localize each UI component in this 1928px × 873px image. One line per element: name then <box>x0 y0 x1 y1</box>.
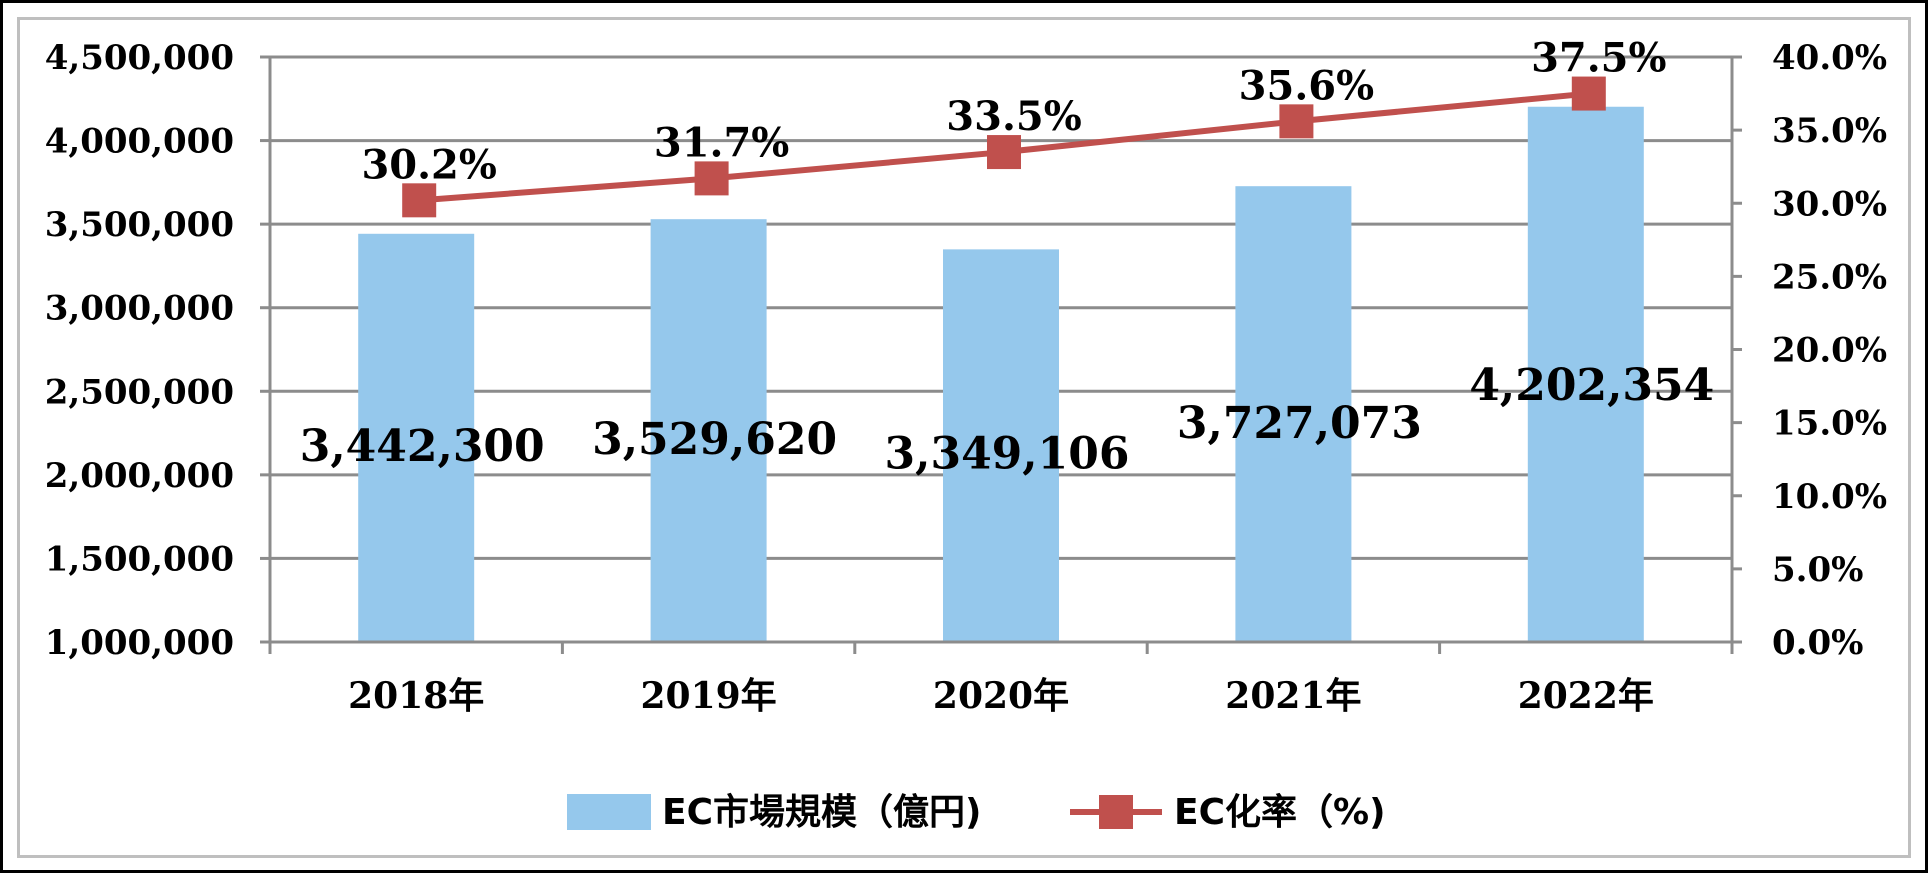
axes <box>260 55 1742 654</box>
bar <box>1235 186 1352 643</box>
left-axis-tick-label: 2,000,000 <box>45 456 234 496</box>
line-data-labels: 30.2% 31.7% 33.5% 35.6% 37.5% <box>361 35 1666 189</box>
line-data-label: 33.5% <box>946 93 1081 140</box>
bar <box>358 233 475 643</box>
right-axis-tick-label: 35.0% <box>1772 111 1887 151</box>
right-axis-tick-label: 25.0% <box>1772 257 1887 297</box>
legend-swatch-marker <box>1099 795 1133 829</box>
line-data-label: 31.7% <box>654 119 789 166</box>
bar-data-label: 4,202,354 <box>1469 360 1714 411</box>
chart-area-border <box>17 17 1911 858</box>
x-axis-tick-label: 2019年 <box>640 675 776 717</box>
right-axis-tick-label: 40.0% <box>1772 38 1887 78</box>
line-marker <box>1279 104 1314 139</box>
x-axis-tick-label: 2022年 <box>1518 675 1654 717</box>
left-axis-tick-label: 4,500,000 <box>45 38 234 78</box>
left-axis-tick-label: 4,000,000 <box>45 122 234 162</box>
bar-data-labels: 3,442,300 3,529,620 3,349,106 3,727,073 4,20… <box>300 360 1715 479</box>
line-data-label: 35.6% <box>1239 62 1374 109</box>
bar-data-label: 3,727,073 <box>1177 398 1422 449</box>
x-axis-tick-label: 2021年 <box>1225 675 1361 717</box>
line-marker <box>987 135 1021 170</box>
bar <box>943 249 1059 642</box>
bar-data-label: 3,529,620 <box>592 414 837 465</box>
legend-label-line: EC化率（%) <box>1174 792 1386 833</box>
right-axis-tick-label: 0.0% <box>1772 623 1863 663</box>
line-marker <box>402 183 437 218</box>
x-axis-tick-labels: 2018年 2019年 2020年 2021年 2022年 <box>348 675 1654 717</box>
right-axis-tick-label: 10.0% <box>1772 477 1887 517</box>
left-axis-tick-label: 3,500,000 <box>45 205 234 245</box>
left-axis-tick-label: 1,500,000 <box>45 539 234 579</box>
left-axis-tick-label: 3,000,000 <box>45 289 234 329</box>
line-data-label: 30.2% <box>361 141 496 188</box>
line-series <box>402 76 1606 218</box>
left-axis-tick-labels: 1,000,000 1,500,000 2,000,000 2,500,000 3,00… <box>45 38 234 663</box>
x-axis-tick-label: 2018年 <box>348 675 484 717</box>
legend: EC市場規模（億円) EC化率（%) <box>567 792 1386 833</box>
bar-series <box>358 106 1644 643</box>
right-axis-tick-label: 30.0% <box>1772 184 1887 224</box>
line-marker <box>1571 76 1606 111</box>
right-axis-tick-label: 5.0% <box>1772 550 1863 590</box>
right-axis-tick-label: 20.0% <box>1772 331 1887 371</box>
line-data-label: 37.5% <box>1531 35 1666 82</box>
left-axis-tick-label: 1,000,000 <box>45 623 234 663</box>
line-marker <box>694 161 729 196</box>
x-axis-tick-label: 2020年 <box>933 675 1069 717</box>
bar-data-label: 3,349,106 <box>885 429 1130 480</box>
left-axis-tick-label: 2,500,000 <box>45 372 234 412</box>
bar <box>650 219 767 643</box>
right-axis-tick-labels: 0.0% 5.0% 10.0% 15.0% 20.0% 25.0% 30.0% 35.0% 40… <box>1772 38 1887 663</box>
legend-label-bar: EC市場規模（億円) <box>662 792 981 833</box>
legend-swatch-bar <box>567 794 651 830</box>
right-axis-tick-label: 15.0% <box>1772 404 1887 444</box>
bar-data-label: 3,442,300 <box>300 421 545 472</box>
bar <box>1527 106 1644 643</box>
